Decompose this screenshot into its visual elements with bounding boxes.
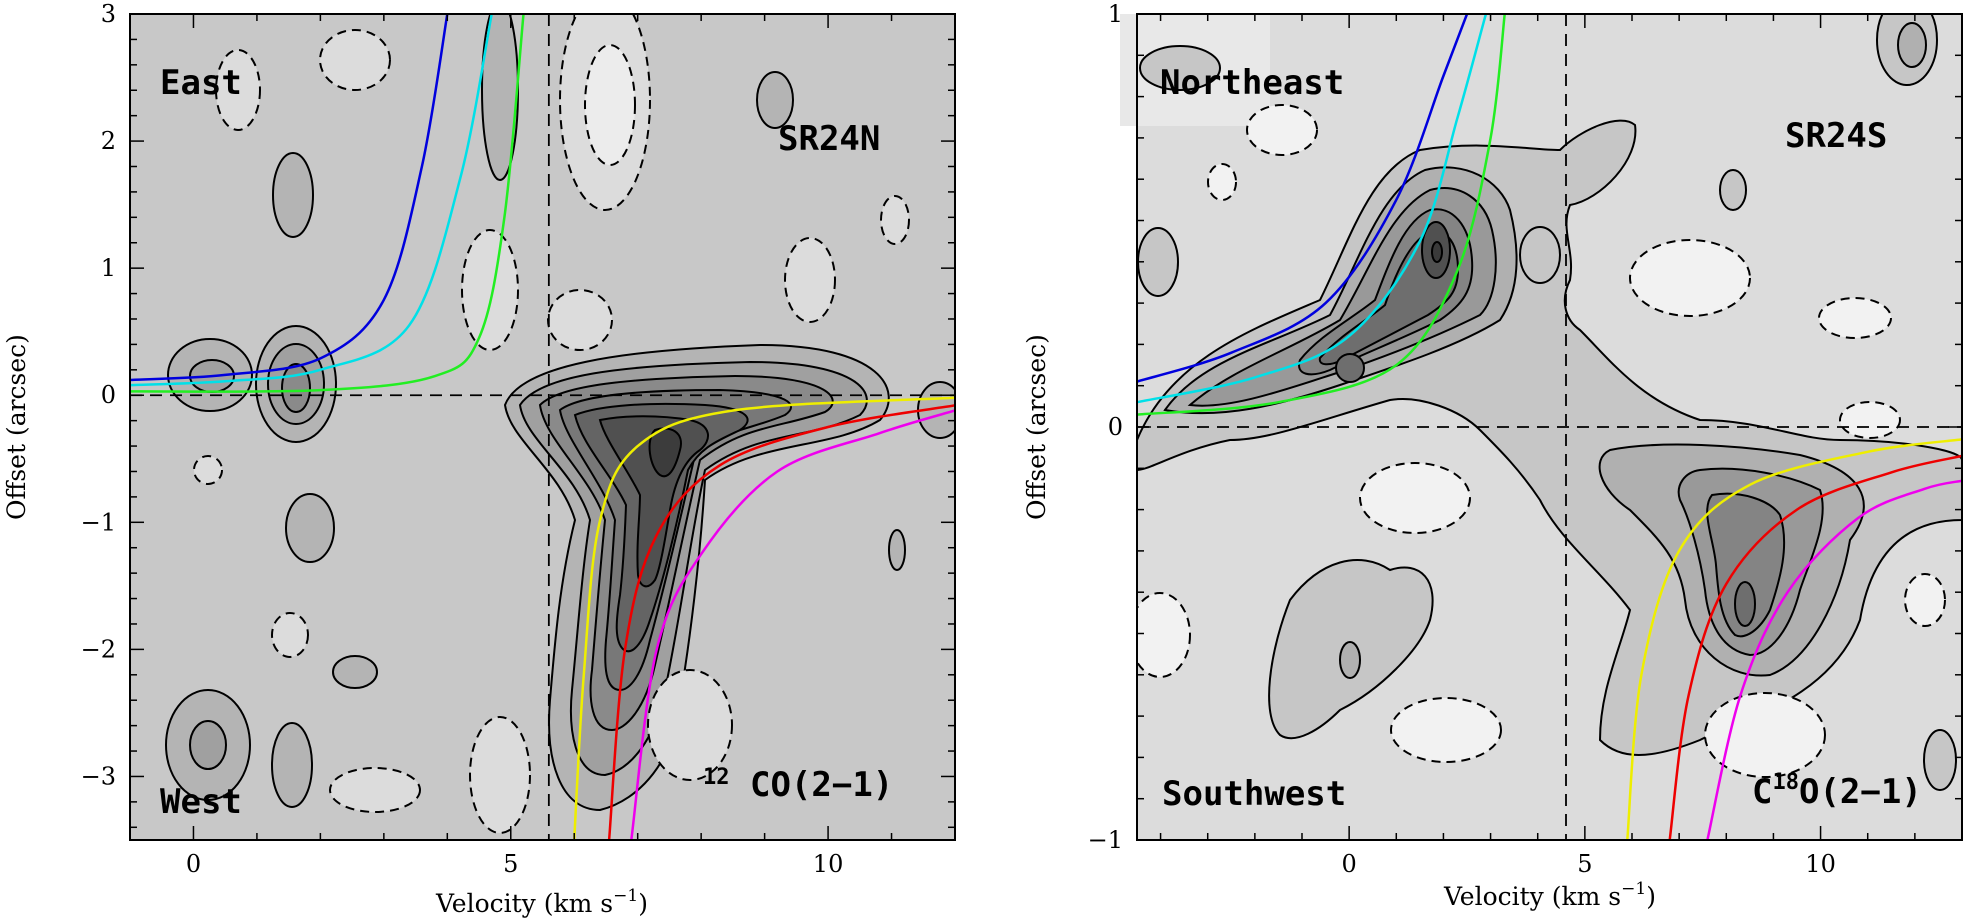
- right-blob-c: [1139, 45, 1221, 91]
- right-blob-g: [1923, 729, 1957, 791]
- right-core-lower: [1335, 353, 1365, 383]
- left-x-tick-label: 5: [503, 850, 518, 878]
- right-molecule-superscript: 18: [1772, 770, 1799, 795]
- left-neg-j: [271, 612, 309, 658]
- left-blob-h: [756, 71, 794, 129]
- left-blob-d: [285, 493, 335, 563]
- right-neg-e: [1137, 592, 1191, 678]
- left-blob-j: [332, 655, 378, 689]
- left-x-tick-label: 0: [186, 850, 201, 878]
- left-neg-f: [784, 237, 836, 323]
- right-model-curve-3: [1137, 14, 1506, 416]
- left-y-axis-title: Offset (arcsec): [2, 334, 31, 520]
- right-molecule-main: O(2−1): [1799, 772, 1922, 812]
- right-neg-j: [1904, 573, 1946, 627]
- left-blob-e-inner: [189, 720, 227, 770]
- left-blob-c: [272, 152, 314, 238]
- left-neg-a-inner: [584, 44, 636, 166]
- right-blob-e-inner: [1897, 22, 1927, 68]
- left-contour-level-7: [648, 427, 682, 478]
- right-y-axis-title: Offset (arcsec): [1022, 334, 1051, 520]
- left-x-axis-title: Velocity (km s−1): [435, 886, 648, 918]
- right-neg-b: [1629, 239, 1751, 317]
- left-molecule-superscript: 12: [703, 765, 730, 790]
- right-model-curve-4: [1626, 438, 1962, 840]
- right-blob-f: [1519, 226, 1561, 284]
- right-contour-red-level-4: [1706, 492, 1786, 638]
- right-molecule-prefix: C: [1752, 772, 1772, 812]
- left-label-source: SR24N: [778, 119, 880, 159]
- left-label-west: West: [160, 782, 242, 822]
- left-model-curve-3: [130, 14, 525, 393]
- left-model-curve-1: [130, 14, 449, 382]
- right-model-curve-5: [1668, 454, 1962, 840]
- right-x-tick-label: 10: [1805, 850, 1836, 878]
- right-y-tick-label: −1: [1088, 826, 1123, 854]
- left-neg-b: [461, 229, 519, 351]
- left-y-tick-label: 3: [101, 0, 116, 28]
- right-y-tick-label: 0: [1108, 413, 1123, 441]
- left-neg-e: [215, 49, 261, 131]
- left-model-curve-2: [130, 14, 493, 387]
- left-label-molecule: 12 CO(2−1): [703, 753, 893, 805]
- left-neg-h: [329, 767, 421, 813]
- right-x-tick-label: 5: [1577, 850, 1592, 878]
- left-x-tick-label: 10: [813, 850, 844, 878]
- left-neg-g: [469, 716, 531, 834]
- left-y-tick-label: −1: [81, 508, 116, 536]
- left-neg-d: [319, 29, 391, 91]
- left-y-tick-label: 1: [101, 254, 116, 282]
- right-label-northeast: Northeast: [1160, 63, 1344, 103]
- right-neg-a: [1359, 462, 1471, 534]
- right-x-axis-title: Velocity (km s−1): [1443, 879, 1656, 911]
- left-y-tick-label: −2: [81, 635, 116, 663]
- right-model-curves: [1137, 14, 1962, 840]
- left-neg-l: [880, 195, 910, 245]
- right-blob-a: [1339, 641, 1361, 679]
- left-blob-f: [271, 722, 313, 808]
- right-label-molecule: C18O(2−1): [1752, 770, 1922, 812]
- right-neg-g: [1818, 297, 1892, 339]
- right-model-curve-6: [1706, 479, 1962, 840]
- left-model-curves: [130, 14, 955, 840]
- left-label-east: East: [160, 63, 242, 103]
- right-core-upper-inner: [1431, 241, 1443, 263]
- right-core-red: [1734, 581, 1756, 627]
- left-y-tick-label: −3: [81, 762, 116, 790]
- left-blob-k: [888, 529, 906, 571]
- left-plot-frame: [129, 13, 956, 841]
- left-blob-b-inner: [281, 363, 311, 413]
- left-model-curve-4: [572, 396, 955, 840]
- left-neg-i: [647, 669, 733, 781]
- right-label-source: SR24S: [1785, 116, 1887, 156]
- left-model-curve-6: [630, 409, 955, 840]
- right-x-tick-label: 0: [1342, 850, 1357, 878]
- right-label-southwest: Southwest: [1162, 774, 1346, 814]
- right-model-curve-2: [1137, 14, 1488, 404]
- right-blob-d: [1719, 169, 1747, 211]
- left-neg-c: [547, 289, 613, 351]
- right-neg-i: [1207, 163, 1237, 201]
- left-contours: [130, 14, 955, 840]
- left-y-tick-label: 0: [101, 381, 116, 409]
- right-contours: [1137, 14, 1962, 840]
- left-model-curve-5: [607, 404, 955, 840]
- right-neg-h: [1839, 401, 1901, 439]
- left-molecule-main: CO(2−1): [750, 765, 893, 805]
- right-y-tick-label: 1: [1108, 0, 1123, 28]
- left-y-tick-label: 2: [101, 127, 116, 155]
- left-neg-k: [193, 455, 223, 485]
- right-neg-d: [1390, 697, 1502, 763]
- right-model-curve-1: [1137, 14, 1469, 383]
- right-neg-c: [1246, 104, 1318, 156]
